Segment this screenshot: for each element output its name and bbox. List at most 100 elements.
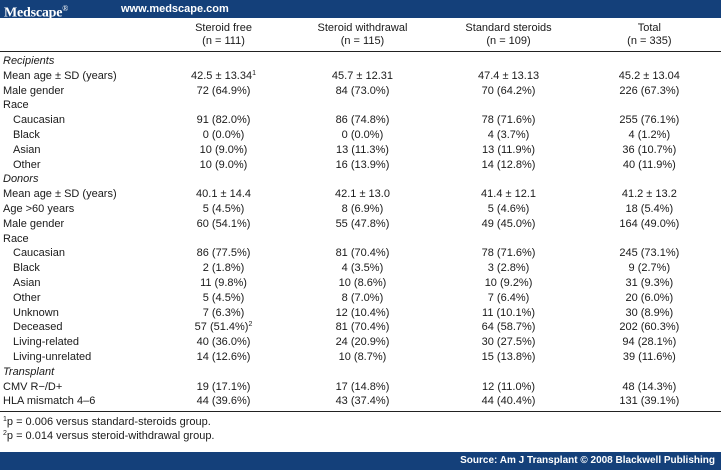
cell-value: 16 (13.9%) [335,158,390,171]
section-heading: Transplant [3,365,55,378]
cell-value: 7 (6.4%) [487,291,530,304]
cell-steroid-free: 2 (1.8%) [162,261,286,276]
table-body: Recipients Mean age ± SD (years) 42.5 ± 13… [0,52,721,413]
cell-standard-steroids: 14 (12.8%) [439,158,577,173]
header-row-counts: (n = 111) (n = 115) (n = 109) (n = 335) [0,35,721,52]
cell-value: 18 (5.4%) [625,202,674,215]
cell-total: 45.2 ± 13.04 [578,69,721,84]
col-n-standard-steroids: (n = 109) [439,35,578,52]
row-label: Mean age ± SD (years) [3,69,117,82]
cell-standard-steroids: 44 (40.4%) [439,394,578,413]
row-label: CMV R−/D+ [3,380,63,393]
cell-total: 9 (2.7%) [578,261,721,276]
table-row: Other 10 (9.0%) 16 (13.9%) 14 (12.8%) 40 (11… [0,158,721,173]
table-row: Donors [0,172,721,187]
cell-value: 5 (4.5%) [202,202,245,215]
medscape-logo[interactable]: Medscape® [4,0,68,23]
cell-total [578,172,721,187]
cell-value: 45.2 ± 13.04 [618,69,680,82]
row-label: Living-related [13,336,80,349]
cell-steroid-withdrawal: 17 (14.8%) [286,380,440,395]
row-label: Asian [13,276,41,289]
cell-steroid-free: 19 (17.1%) [162,380,286,395]
col-n-steroid-free: (n = 111) [161,35,286,52]
table-row: Deceased 57 (51.4%)2 81 (70.4%) 64 (58.7%) 2… [0,320,721,335]
site-url[interactable]: www.medscape.com [121,3,229,15]
cell-steroid-free [162,172,286,187]
cell-value: 91 (82.0%) [196,114,251,127]
cell-steroid-free [162,52,286,69]
table-row: Living-unrelated 14 (12.6%) 10 (8.7%) 15 (1… [0,350,721,365]
col-header-steroid-withdrawal: Steroid withdrawal [317,22,408,34]
cell-steroid-withdrawal: 81 (70.4%) [286,320,440,335]
cell-value: 13 (11.9%) [482,143,536,156]
cell-standard-steroids: 10 (9.2%) [439,276,577,291]
cell-value: 10 (9.0%) [199,143,248,156]
cell-steroid-withdrawal: 8 (6.9%) [286,202,440,217]
row-label: Unknown [13,306,59,319]
cell-value: 42.1 ± 13.0 [334,188,390,201]
cell-value: 36 (10.7%) [622,143,677,156]
footnote-2-text: p = 0.014 versus steroid-withdrawal grou… [6,430,215,443]
cell-value: 5 (4.5%) [202,291,245,304]
cell-value: 0 (0.0%) [202,128,245,141]
cell-total: 202 (60.3%) [578,320,721,335]
cell-value: 10 (9.0%) [199,158,248,171]
cell-value: 226 (67.3%) [619,84,680,97]
cell-steroid-free: 42.5 ± 13.341 [162,69,286,84]
cell-value: 7 (6.3%) [202,306,245,319]
cell-value: 41.4 ± 12.1 [481,188,537,201]
cell-steroid-withdrawal: 13 (11.3%) [286,143,440,158]
cell-total: 131 (39.1%) [577,394,721,413]
cell-standard-steroids: 7 (6.4%) [439,291,577,306]
cell-value: 8 (7.0%) [341,291,384,304]
cell-steroid-free: 57 (51.4%)2 [162,320,286,335]
cell-steroid-free: 40.1 ± 14.4 [162,187,286,202]
col-header-empty [0,18,162,35]
cell-standard-steroids: 41.4 ± 12.1 [439,187,577,202]
cell-value: 94 (28.1%) [622,336,677,349]
cell-value: 86 (77.5%) [196,247,251,260]
cell-value: 86 (74.8%) [335,114,390,127]
cell-steroid-withdrawal: 10 (8.7%) [286,350,440,365]
cell-steroid-withdrawal [286,172,440,187]
cell-value: 255 (76.1%) [619,114,680,127]
cell-steroid-withdrawal: 84 (73.0%) [286,84,440,99]
col-n-total: (n = 335) [577,35,721,52]
cell-value: 47.4 ± 13.13 [477,69,540,82]
cell-steroid-free: 0 (0.0%) [162,128,286,143]
cell-steroid-free: 14 (12.6%) [162,350,286,365]
cell-total: 30 (8.9%) [578,306,721,321]
cell-standard-steroids [439,172,577,187]
table-row: Black 0 (0.0%) 0 (0.0%) 4 (3.7%) 4 (1.2%) [0,128,721,143]
cell-total: 31 (9.3%) [578,276,721,291]
header-row-labels: Steroid free Steroid withdrawal Standard… [0,18,721,35]
cell-value: 44 (40.4%) [481,395,536,408]
cell-value: 8 (6.9%) [341,202,384,215]
section-heading: Recipients [3,55,55,67]
row-label: Deceased [13,321,63,334]
cell-value: 20 (6.0%) [625,291,674,304]
row-label: HLA mismatch 4–6 [0,394,162,413]
table-row: Race [0,98,721,113]
cell-steroid-withdrawal: 43 (37.4%) [285,394,440,413]
cell-value: 17 (14.8%) [335,380,390,393]
footnote-2: 2p = 0.014 versus steroid-withdrawal gro… [0,429,721,443]
col-header-total: Total [637,22,661,34]
row-label: Living-unrelated [13,350,92,363]
cell-value: 70 (64.2%) [481,84,536,97]
table-row: Mean age ± SD (years) 40.1 ± 14.4 42.1 ± 1… [0,187,721,202]
cell-value: 14 (12.6%) [196,350,251,363]
row-label: Black [13,128,40,141]
cell-value: 202 (60.3%) [619,321,680,334]
row-label: Caucasian [13,247,65,260]
cell-value: 55 (47.8%) [335,217,390,230]
cell-total: 18 (5.4%) [578,202,721,217]
cell-total: 245 (73.1%) [578,246,721,261]
footnote-1-mark: 1 [3,416,7,424]
cell-total [578,98,721,113]
cell-value: 245 (73.1%) [619,247,680,260]
cell-steroid-withdrawal: 12 (10.4%) [286,306,440,321]
table-row: Age >60 years 5 (4.5%) 8 (6.9%) 5 (4.6%) 18 … [0,202,721,217]
registered-mark: ® [62,4,69,13]
